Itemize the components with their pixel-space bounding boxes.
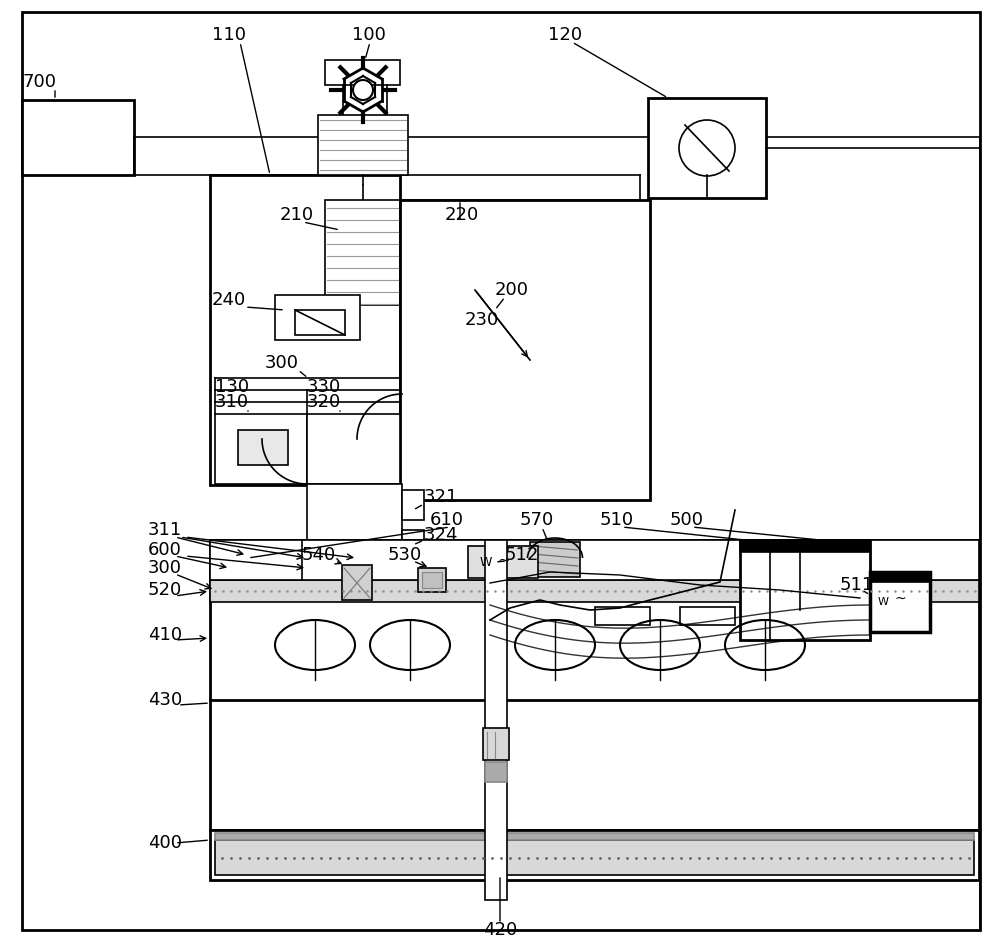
Bar bbox=[215, 414, 307, 484]
Text: 130: 130 bbox=[215, 378, 249, 396]
Bar bbox=[870, 572, 930, 582]
Text: 200: 200 bbox=[495, 281, 529, 299]
Text: 570: 570 bbox=[520, 511, 554, 529]
Text: ~: ~ bbox=[497, 552, 510, 567]
Text: 530: 530 bbox=[388, 546, 422, 564]
Bar bbox=[215, 833, 974, 840]
Text: 100: 100 bbox=[352, 26, 386, 44]
Bar bbox=[275, 295, 360, 340]
Bar bbox=[318, 115, 408, 175]
Text: 420: 420 bbox=[483, 921, 517, 939]
Bar bbox=[292, 569, 322, 584]
Bar bbox=[680, 607, 735, 625]
Bar bbox=[210, 830, 979, 880]
Text: 240: 240 bbox=[212, 291, 246, 309]
Text: 321: 321 bbox=[424, 488, 458, 506]
Text: 330: 330 bbox=[307, 378, 341, 396]
Text: W: W bbox=[878, 597, 889, 607]
Bar bbox=[227, 549, 267, 569]
Text: 700: 700 bbox=[22, 73, 56, 91]
Text: 210: 210 bbox=[280, 206, 314, 224]
Text: 110: 110 bbox=[212, 26, 246, 44]
Bar bbox=[287, 549, 327, 569]
Text: ~: ~ bbox=[894, 592, 906, 606]
Bar bbox=[485, 540, 507, 900]
Text: 230: 230 bbox=[465, 311, 499, 329]
Bar bbox=[210, 540, 302, 580]
Bar bbox=[325, 60, 400, 85]
Bar bbox=[402, 490, 424, 520]
Bar bbox=[483, 728, 509, 760]
Bar bbox=[468, 546, 538, 578]
Text: 324: 324 bbox=[424, 526, 458, 544]
Text: 311: 311 bbox=[148, 521, 182, 539]
Text: 500: 500 bbox=[670, 511, 704, 529]
Circle shape bbox=[353, 80, 373, 100]
Text: 511: 511 bbox=[840, 576, 874, 594]
Bar bbox=[530, 542, 580, 577]
Bar bbox=[648, 98, 766, 198]
Text: 520: 520 bbox=[148, 581, 182, 599]
Bar bbox=[342, 565, 372, 600]
Text: 400: 400 bbox=[148, 834, 182, 852]
Bar bbox=[400, 200, 650, 500]
Bar bbox=[342, 569, 372, 584]
Text: 430: 430 bbox=[148, 691, 182, 709]
Text: W: W bbox=[480, 557, 492, 569]
Bar bbox=[740, 540, 870, 640]
Bar bbox=[210, 540, 979, 830]
Bar bbox=[595, 607, 650, 625]
Text: 300: 300 bbox=[265, 354, 299, 372]
Text: 600: 600 bbox=[148, 541, 182, 559]
Bar bbox=[740, 540, 870, 552]
Bar bbox=[210, 580, 979, 602]
Bar bbox=[22, 100, 134, 175]
Text: 320: 320 bbox=[307, 393, 341, 411]
Bar bbox=[295, 310, 345, 335]
Bar bbox=[325, 200, 400, 305]
Bar bbox=[238, 430, 288, 465]
Text: 120: 120 bbox=[548, 26, 582, 44]
Text: 310: 310 bbox=[215, 393, 249, 411]
Bar bbox=[307, 414, 400, 484]
Bar bbox=[307, 484, 402, 549]
Text: 410: 410 bbox=[148, 626, 182, 644]
Text: 300: 300 bbox=[148, 559, 182, 577]
Bar bbox=[210, 540, 979, 580]
Bar bbox=[215, 840, 974, 875]
Text: 220: 220 bbox=[445, 206, 479, 224]
Text: 510: 510 bbox=[600, 511, 634, 529]
Bar bbox=[422, 572, 442, 588]
Bar bbox=[232, 569, 262, 584]
Bar bbox=[418, 568, 446, 592]
Bar bbox=[870, 572, 930, 632]
Text: 610: 610 bbox=[430, 511, 464, 529]
Bar bbox=[402, 530, 424, 555]
Text: 512: 512 bbox=[505, 546, 539, 564]
Bar bbox=[337, 549, 377, 569]
Bar bbox=[210, 175, 400, 485]
Bar bbox=[485, 762, 507, 782]
Text: 540: 540 bbox=[302, 546, 336, 564]
